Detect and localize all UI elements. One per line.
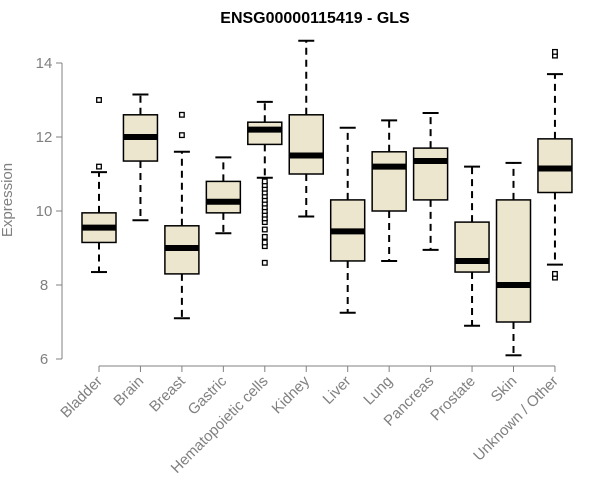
box-hematopoietic-cells <box>247 100 283 266</box>
iqr-box <box>454 221 490 273</box>
y-tick-label: 12 <box>36 129 53 146</box>
outlier-point <box>261 178 268 185</box>
iqr-box <box>205 180 242 214</box>
outlier-point <box>261 239 268 246</box>
x-tick-label: Lung <box>360 373 396 409</box>
y-tick-label: 10 <box>36 203 53 220</box>
outlier-point <box>552 270 558 277</box>
y-tick-label: 8 <box>40 277 48 294</box>
box-kidney <box>288 39 324 218</box>
x-tick-label: Brain <box>110 373 147 410</box>
x-tick-label: Skin <box>488 373 521 406</box>
outlier-point <box>178 132 185 139</box>
outlier-point <box>261 259 268 266</box>
box-bladder <box>81 97 117 274</box>
iqr-box <box>412 147 449 201</box>
iqr-box <box>495 199 532 323</box>
outlier-point <box>552 48 558 55</box>
outlier-point <box>96 97 102 103</box>
y-tick-label: 14 <box>36 55 53 72</box>
iqr-box <box>371 151 407 212</box>
x-tick-label: Prostate <box>427 373 479 425</box>
x-tick-label: Kidney <box>269 372 314 417</box>
box-unknown-other <box>537 48 573 281</box>
outlier-point <box>261 233 268 240</box>
outlier-point <box>96 163 102 170</box>
box-pancreas <box>412 111 449 251</box>
box-prostate <box>454 165 490 327</box>
box-liver <box>329 126 366 314</box>
x-tick-label: Bladder <box>57 373 106 422</box>
chart-title: ENSG00000115419 - GLS <box>220 10 410 27</box>
plot-area <box>81 39 573 357</box>
outlier-point <box>178 111 185 118</box>
x-tick-label: Breast <box>146 372 189 415</box>
x-tick-label: Liver <box>320 373 355 408</box>
iqr-box <box>288 114 324 175</box>
box-gastric <box>205 156 242 235</box>
y-axis-label: Expression <box>0 163 16 237</box>
box-breast <box>164 111 200 320</box>
box-lung <box>371 119 407 262</box>
box-brain <box>122 93 159 222</box>
outlier-point <box>261 226 268 233</box>
y-tick-label: 6 <box>40 351 48 368</box>
box-skin <box>495 161 532 357</box>
iqr-box <box>247 121 283 146</box>
y-axis: 6 8 10 12 14 <box>36 55 63 368</box>
